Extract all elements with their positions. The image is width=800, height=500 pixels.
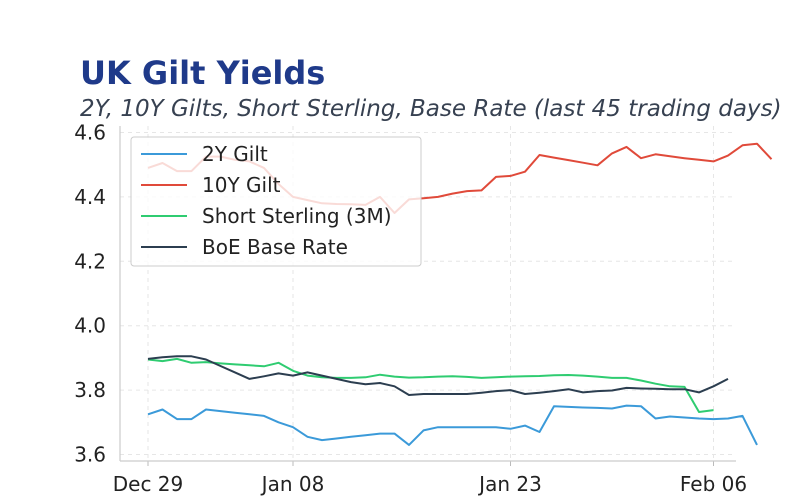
- series-line-2: [147, 357, 714, 413]
- legend-entry: 10Y Gilt: [202, 173, 281, 197]
- legend-entry: 2Y Gilt: [202, 142, 268, 166]
- series-line-3: [147, 355, 729, 396]
- chart-title: UK Gilt Yields: [80, 54, 326, 92]
- x-tick-label: Jan 23: [477, 472, 542, 496]
- legend: 2Y Gilt 10Y Gilt Short Sterling (3M) BoE Ba…: [130, 136, 422, 267]
- legend-box: [130, 136, 422, 267]
- x-tick-label: Dec 29: [113, 472, 184, 496]
- y-tick-label: 4.4: [74, 185, 106, 209]
- series-line-0: [147, 404, 758, 446]
- legend-entry: BoE Base Rate: [202, 235, 348, 259]
- series-lines: [147, 142, 773, 446]
- y-tick-label: 3.8: [74, 378, 106, 402]
- x-tick-label: Feb 06: [680, 472, 747, 496]
- chart-subtitle: 2Y, 10Y Gilts, Short Sterling, Base Rate…: [80, 96, 782, 122]
- y-tick-label: 4.0: [74, 314, 106, 338]
- y-tick-label: 4.6: [74, 120, 106, 144]
- axes: [119, 126, 736, 466]
- y-tick-label: 3.6: [74, 443, 106, 467]
- x-tick-label: Jan 08: [260, 472, 325, 496]
- tick-labels: 3.6 3.8 4.0 4.2 4.4 4.6 Dec 29 Jan 08 Jan 23 Feb …: [74, 120, 747, 496]
- legend-entry: Short Sterling (3M): [202, 204, 392, 228]
- y-tick-label: 4.2: [74, 249, 106, 273]
